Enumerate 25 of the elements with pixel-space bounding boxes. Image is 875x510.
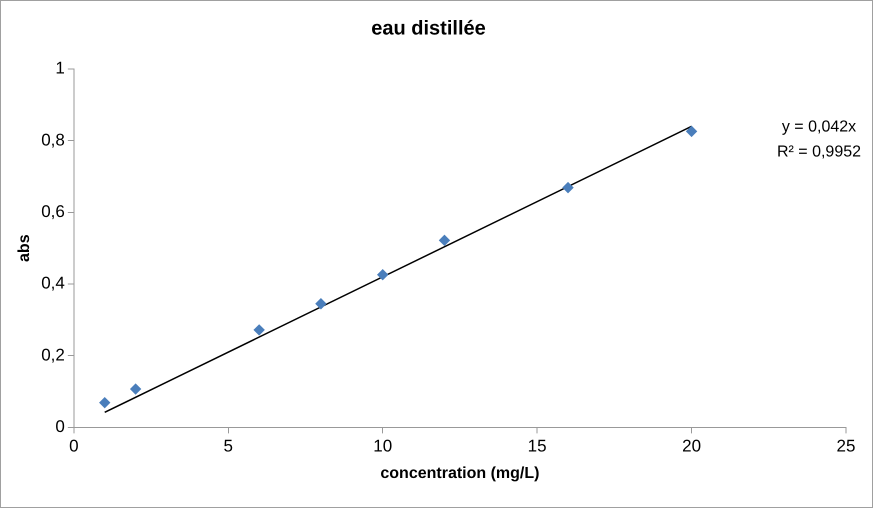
point <box>315 298 326 310</box>
y-tick-label: 0,2 <box>41 345 65 364</box>
y-tick-label: 0 <box>55 417 65 436</box>
x-tick-label: 25 <box>836 436 856 456</box>
point <box>99 397 110 408</box>
point <box>130 384 142 395</box>
y-axis-title: abs <box>16 234 34 262</box>
y-tick-label: 0,8 <box>41 130 65 150</box>
point <box>562 182 574 194</box>
point <box>377 269 388 280</box>
x-axis-title: concentration (mg/L) <box>380 464 540 482</box>
x-tick-label: 5 <box>224 436 233 456</box>
x-tick-label: 0 <box>69 436 79 456</box>
point <box>254 324 265 336</box>
y-tick-label: 0,6 <box>41 202 65 222</box>
point <box>686 126 698 137</box>
x-tick-label: 15 <box>528 436 547 456</box>
point <box>438 234 450 246</box>
x-tick-label: 20 <box>682 436 702 456</box>
annotation: y = 0,042x <box>782 118 856 136</box>
annotation: R² = 0,9952 <box>776 143 862 160</box>
x-tick-label: 10 <box>373 436 392 456</box>
y-tick-label: 0,4 <box>41 274 65 293</box>
chart-title: eau distillée <box>371 18 486 40</box>
y-tick-label: 1 <box>55 58 65 78</box>
